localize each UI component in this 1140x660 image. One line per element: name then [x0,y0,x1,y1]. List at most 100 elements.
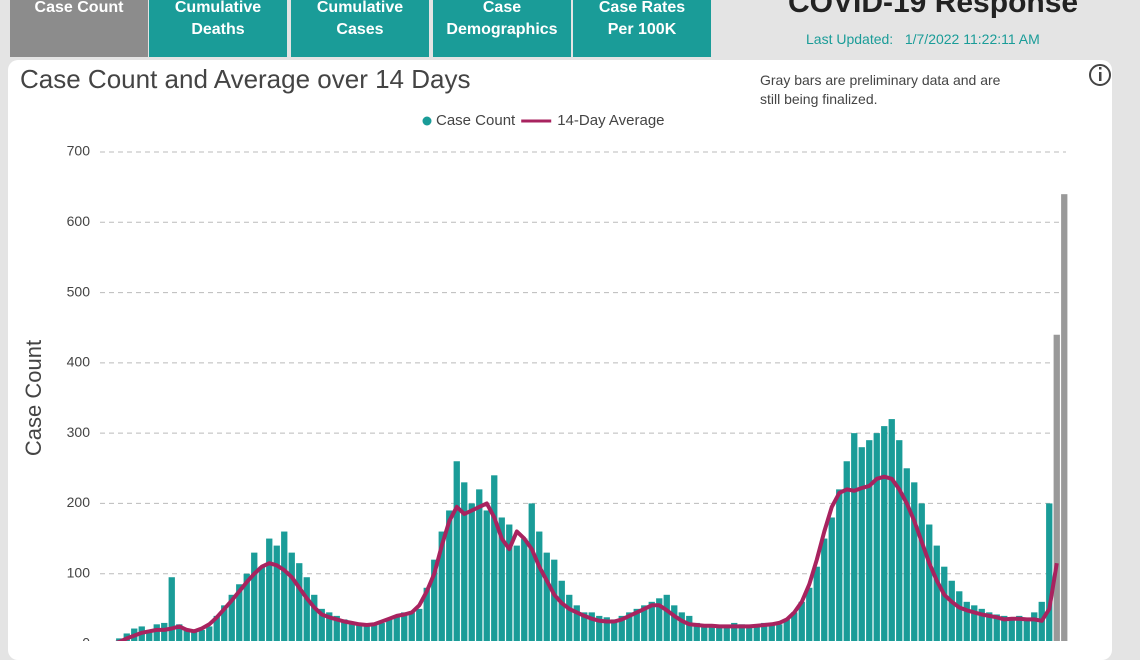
bar [521,538,528,641]
bar [566,594,573,641]
info-icon-dot[interactable] [1099,67,1102,70]
bar [423,587,430,641]
tab[interactable]: Case Count [10,0,148,57]
bar [191,631,198,641]
bar [836,489,843,641]
bar [776,624,783,641]
info-icon-bar[interactable] [1099,72,1102,81]
bar [311,594,318,641]
bar [686,615,693,641]
bar [251,552,258,641]
bar [371,624,378,641]
bar [1008,617,1015,641]
bar [558,580,565,641]
tab-label[interactable]: Case Rates Per 100K [598,0,686,38]
bar [791,612,798,641]
bar [806,587,813,641]
bar [611,619,618,641]
bar [363,626,370,641]
bar [543,552,550,641]
last-updated: Last Updated: 1/7/2022 11:22:11 AM [806,31,1040,47]
y-tick-label: 500 [67,283,91,299]
tab-label[interactable]: Cumulative Cases [316,0,404,38]
bar [918,503,925,641]
bar [168,577,175,641]
bar [933,545,940,641]
bar [198,629,205,641]
bar [993,614,1000,641]
bar [843,461,850,641]
y-tick-label: 0 [82,635,90,641]
bar [768,622,775,641]
bar [1031,612,1038,641]
bar [941,566,948,641]
bar [641,605,648,641]
bar [798,601,805,641]
bar [881,426,888,641]
bar [851,433,858,641]
tab-label[interactable]: Case Count [34,0,124,16]
info-icon[interactable] [1089,64,1111,86]
bar [431,559,438,641]
bar [551,559,558,641]
bar [678,612,685,641]
bar [648,601,655,641]
tab[interactable]: Cumulative Cases [291,0,429,57]
tab-label[interactable]: Cumulative Deaths [174,0,262,38]
bar [828,517,835,641]
bar [153,624,160,641]
bar [258,566,265,641]
bar [183,628,190,641]
bar [446,510,453,641]
bar [1061,194,1068,641]
bar [866,440,873,641]
bar [393,615,400,641]
bar [873,433,880,641]
bar [693,622,700,641]
bar [506,524,513,641]
bar [438,531,445,641]
tab[interactable]: Case Rates Per 100K [573,0,711,57]
bar [716,625,723,641]
tab[interactable]: Cumulative Deaths [149,0,287,57]
bar [461,482,468,641]
bar [588,612,595,641]
bar [911,482,918,641]
bar [288,552,295,641]
bar [341,619,348,641]
chart-title: Case Count and Average over 14 Days [20,64,470,94]
bar [731,622,738,641]
bar [701,624,708,641]
y-tick-label: 300 [67,424,91,440]
bar [116,638,123,641]
bar [1023,619,1030,641]
bar [273,545,280,641]
bar [176,624,183,641]
bar [603,617,610,641]
bar [971,605,978,641]
updated-label: Last Updated: [806,31,894,47]
bar [723,626,730,641]
tab[interactable]: Case Demographics [433,0,571,57]
bar [476,489,483,641]
bar [956,591,963,641]
page-body: Case Count Cumulative Deaths Cumulative … [8,0,1112,660]
bar [903,468,910,641]
bar [318,608,325,641]
bar [356,624,363,641]
average-line [115,474,1059,641]
bar [633,608,640,641]
bar [573,605,580,641]
tab-label[interactable]: Case Demographics [446,0,558,38]
bar [986,612,993,641]
bar [378,622,385,641]
bar [281,531,288,641]
bar [596,615,603,641]
bar [401,612,408,641]
bar [656,598,663,641]
y-tick-label: 700 [67,143,91,159]
bar [513,545,520,641]
legend-label: 14-Day Average [557,112,664,129]
bar [708,624,715,641]
bar [1001,615,1008,641]
